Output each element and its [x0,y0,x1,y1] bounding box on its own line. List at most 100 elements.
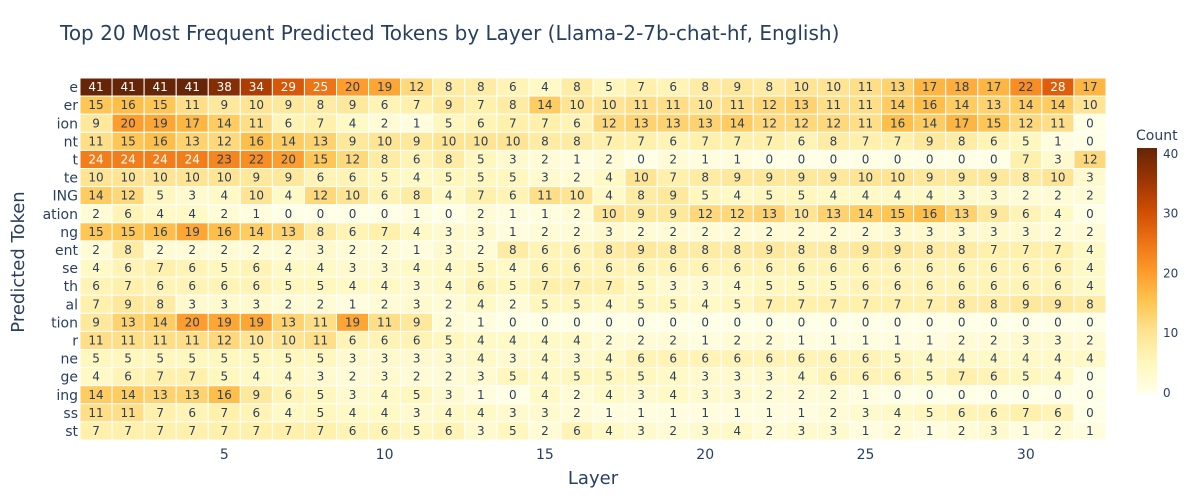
cell-value-label: 2 [1054,225,1062,239]
x-axis-title: Layer [568,468,619,489]
cell-value-label: 14 [1050,98,1065,112]
cell-value-label: 14 [890,98,905,112]
cell-value-label: 9 [285,171,293,185]
cell-value-label: 9 [862,243,870,257]
cell-value-label: 6 [990,406,998,420]
cell-value-label: 0 [541,315,549,329]
cell-value-label: 6 [830,370,838,384]
cell-value-label: 13 [185,388,200,402]
cell-value-label: 0 [830,152,838,166]
cell-value-label: 4 [92,370,100,384]
x-axis-tick-labels: 5 10 15 20 25 30 [220,447,1035,463]
cell-value-label: 6 [1022,279,1030,293]
cell-value-label: 6 [862,352,870,366]
cell-value-label: 7 [124,279,132,293]
cell-value-label: 4 [477,352,485,366]
cell-value-label: 1 [477,388,485,402]
cell-value-label: 2 [669,424,677,438]
cell-value-label: 6 [541,261,549,275]
cell-value-label: 6 [349,424,357,438]
cell-value-label: 7 [253,424,261,438]
cell-value-label: 5 [573,370,581,384]
cell-value-label: 13 [185,134,200,148]
cell-value-label: 6 [990,261,998,275]
cell-value-label: 7 [990,243,998,257]
cell-value-label: 5 [413,424,421,438]
cell-value-label: 1 [894,333,902,347]
cell-value-label: 0 [637,315,645,329]
cell-value-label: 19 [185,225,200,239]
cell-value-label: 8 [573,134,581,148]
cell-value-label: 4 [605,424,613,438]
cell-value-label: 12 [826,116,841,130]
cell-value-label: 6 [477,116,485,130]
cell-value-label: 4 [798,370,806,384]
y-tick-label: ge [61,370,79,386]
cell-value-label: 4 [445,406,453,420]
cell-value-label: 5 [381,171,389,185]
cell-value-label: 7 [156,406,164,420]
cell-value-label: 13 [698,116,713,130]
cell-value-label: 5 [445,333,453,347]
cell-value-label: 6 [894,279,902,293]
cell-value-label: 3 [188,189,196,203]
cell-value-label: 5 [637,370,645,384]
cell-value-label: 3 [637,424,645,438]
cell-value-label: 3 [477,225,485,239]
cell-value-label: 4 [894,406,902,420]
cell-value-label: 1 [1054,134,1062,148]
cell-value-label: 1 [830,333,838,347]
cell-value-label: 2 [1054,189,1062,203]
cell-value-label: 9 [285,98,293,112]
cell-value-label: 24 [120,152,135,166]
cell-value-label: 24 [185,152,200,166]
cell-value-label: 6 [477,279,485,293]
cell-value-label: 4 [285,406,293,420]
y-tick-label: te [64,171,78,187]
cell-value-label: 4 [349,279,357,293]
cell-value-label: 5 [605,370,613,384]
cell-value-label: 2 [220,207,228,221]
cell-value-label: 7 [637,134,645,148]
cell-value-label: 8 [926,243,934,257]
cell-value-label: 22 [249,152,264,166]
cell-value-label: 2 [220,243,228,257]
cell-value-label: 4 [445,189,453,203]
y-tick-label: ne [61,352,79,368]
cell-value-label: 3 [541,406,549,420]
cell-value-label: 13 [954,207,969,221]
cell-value-label: 5 [509,279,517,293]
cell-value-label: 17 [922,80,937,94]
cell-value-label: 6 [381,333,389,347]
cell-value-label: 8 [509,243,517,257]
cell-value-label: 14 [1018,98,1033,112]
cell-value-label: 5 [477,171,485,185]
cell-value-label: 13 [762,207,777,221]
y-tick-label: st [65,424,78,440]
cell-value-label: 9 [413,134,421,148]
cell-value-label: 4 [926,352,934,366]
cell-value-label: 3 [381,370,389,384]
cell-value-label: 7 [637,80,645,94]
cell-value-label: 4 [862,189,870,203]
cell-value-label: 2 [573,207,581,221]
cell-value-label: 2 [349,243,357,257]
cell-value-label: 7 [92,424,100,438]
cell-value-label: 10 [441,134,456,148]
cell-value-label: 23 [217,152,232,166]
y-tick-label: ng [60,225,78,241]
cell-value-label: 15 [313,152,328,166]
cell-value-label: 7 [766,297,774,311]
cell-value-label: 14 [954,98,969,112]
cell-value-label: 16 [217,225,232,239]
cell-value-label: 38 [217,80,232,94]
y-axis-title: Predicted Token [8,191,29,332]
cell-value-label: 11 [858,116,873,130]
cell-value-label: 4 [413,225,421,239]
cell-value-label: 4 [605,171,613,185]
cell-value-label: 4 [541,352,549,366]
cell-value-label: 6 [926,261,934,275]
cell-value-label: 3 [990,225,998,239]
cell-value-label: 11 [730,98,745,112]
cell-value-label: 4 [509,261,517,275]
